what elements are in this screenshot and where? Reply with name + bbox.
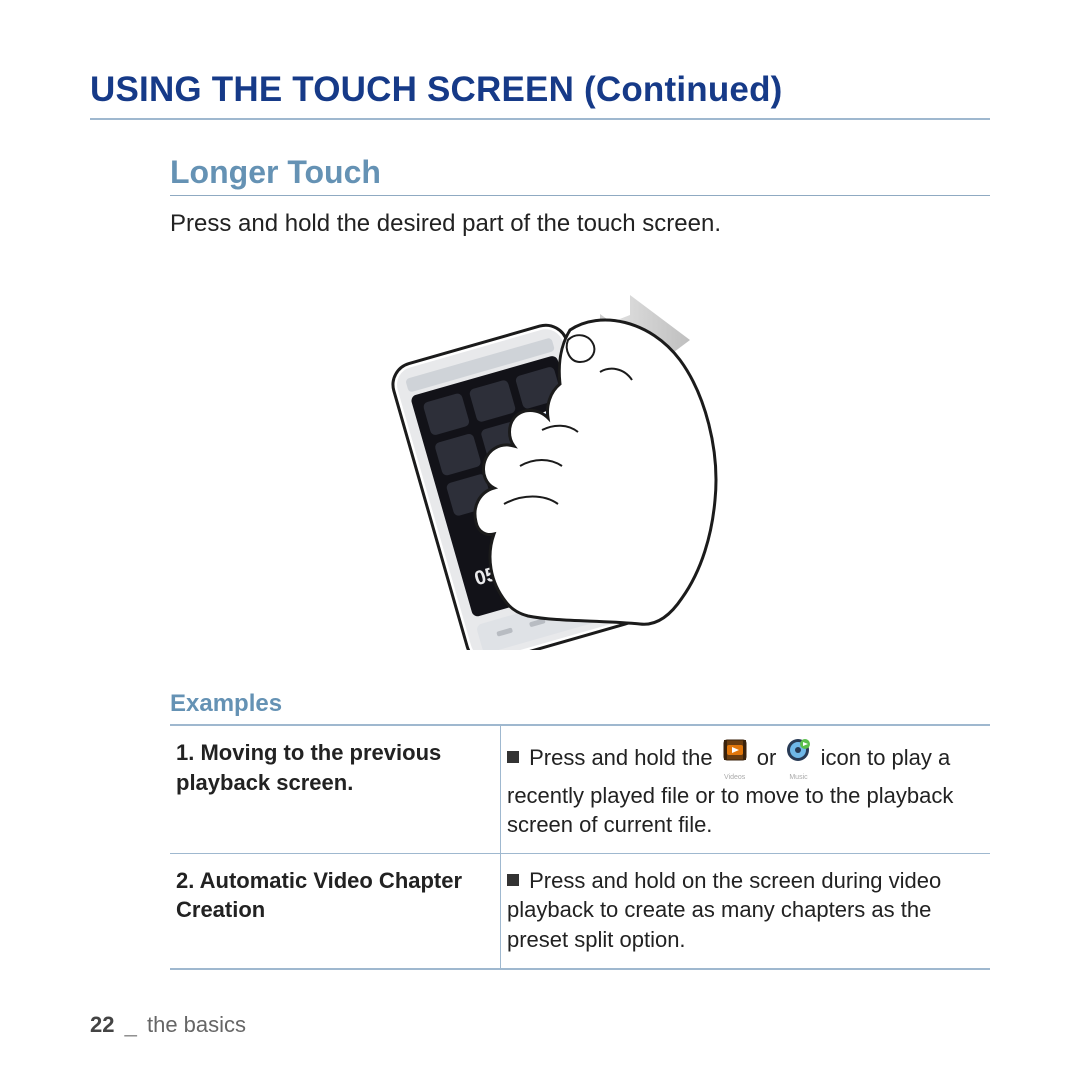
bullet-icon [507, 874, 519, 886]
example-lead: 1. Moving to the previous playback scree… [170, 725, 501, 853]
page-number: 22 [90, 1012, 114, 1037]
section-heading: Longer Touch [170, 154, 990, 196]
examples-heading: Examples [170, 690, 990, 718]
music-icon: Music [785, 738, 811, 780]
footer-section: the basics [147, 1012, 246, 1037]
bullet-icon [507, 751, 519, 763]
examples-table: 1. Moving to the previous playback scree… [170, 724, 990, 970]
example-desc: Press and hold the Videos or [501, 725, 991, 853]
footer-separator: _ [125, 1012, 137, 1037]
section-body: Press and hold the desired part of the t… [170, 208, 990, 240]
page-title: USING THE TOUCH SCREEN (Continued) [90, 70, 990, 120]
example-desc: Press and hold on the screen during vide… [501, 854, 991, 969]
example-lead: 2. Automatic Video Chapter Creation [170, 854, 501, 969]
touch-illustration: 05:44 30 [310, 270, 770, 650]
table-row: 1. Moving to the previous playback scree… [170, 725, 990, 853]
videos-icon: Videos [722, 738, 748, 780]
page-footer: 22 _ the basics [90, 1012, 246, 1038]
table-row: 2. Automatic Video Chapter Creation Pres… [170, 854, 990, 969]
